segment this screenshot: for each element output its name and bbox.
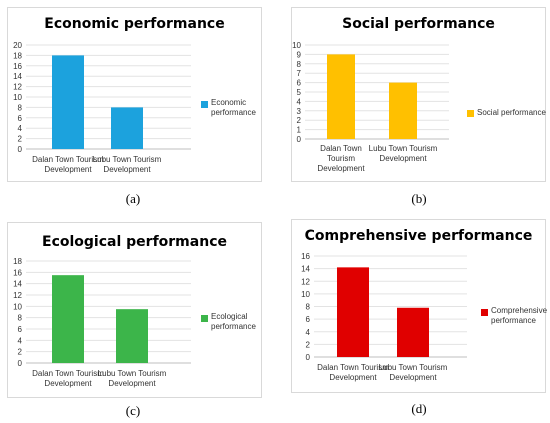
y-tick-label: 14 — [13, 72, 22, 81]
y-tick-label: 8 — [18, 103, 23, 112]
x-category-label: Dalan Town Tourism Development — [317, 363, 389, 382]
y-tick-label: 0 — [18, 359, 23, 368]
y-tick-label: 14 — [301, 265, 310, 274]
y-tick-label: 4 — [18, 124, 23, 133]
bar-social-lubu — [389, 82, 417, 139]
legend-swatch-comprehensive — [481, 309, 488, 316]
y-tick-label: 0 — [18, 145, 23, 154]
y-tick-label: 16 — [13, 268, 22, 277]
legend-label-economic: Economic performance — [211, 98, 256, 117]
y-tick-label: 18 — [13, 51, 22, 60]
y-tick-label: 12 — [13, 291, 22, 300]
legend-swatch-social — [467, 110, 474, 117]
y-tick-label: 18 — [13, 257, 22, 266]
y-tick-label: 2 — [306, 340, 311, 349]
y-tick-label: 3 — [297, 107, 302, 116]
legend-swatch-economic — [201, 101, 208, 108]
bar-comprehensive-dalan — [337, 267, 369, 357]
y-tick-label: 9 — [297, 50, 302, 59]
chart-title-comprehensive: Comprehensive performance — [304, 228, 533, 244]
chart-title-social: Social performance — [342, 16, 495, 32]
chart-frame-economic: Economic performance 0 2 4 6 8 10 12 14 16 18 20 Da… — [7, 7, 262, 182]
y-tick-label: 14 — [13, 280, 22, 289]
y-tick-label: 10 — [13, 93, 22, 102]
legend-label-social: Social performance — [477, 108, 546, 117]
chart-title-ecological: Ecological performance — [42, 234, 227, 250]
y-tick-label: 10 — [13, 302, 22, 311]
y-tick-label: 8 — [18, 314, 23, 323]
y-tick-label: 1 — [297, 126, 302, 135]
bar-economic-dalan — [52, 55, 84, 149]
legend-label-ecological: Ecological performance — [211, 312, 256, 331]
y-tick-label: 20 — [13, 41, 22, 50]
x-category-label: Dalan Town Tourism Development — [32, 155, 104, 174]
y-tick-label: 12 — [301, 277, 310, 286]
x-category-label: Lubu Town Tourism Development — [369, 144, 438, 163]
y-tick-label: 10 — [292, 41, 301, 50]
y-tick-label: 16 — [13, 62, 22, 71]
bar-chart-comprehensive: 0 2 4 6 8 10 12 14 16 Dalan Town Tourism Developme… — [301, 252, 467, 382]
chart-frame-social: Social performance 0 1 2 3 4 5 6 7 8 9 10 Dalan Tow… — [291, 7, 546, 182]
y-tick-label: 12 — [13, 83, 22, 92]
bar-social-dalan — [327, 54, 355, 139]
y-tick-label: 0 — [306, 353, 311, 362]
bar-economic-lubu — [111, 107, 143, 149]
x-category-label: Dalan Town Tourism Development — [317, 144, 365, 173]
y-tick-label: 7 — [297, 69, 302, 78]
y-tick-label: 2 — [297, 116, 302, 125]
y-tick-label: 4 — [297, 97, 302, 106]
y-tick-label: 4 — [306, 328, 311, 337]
y-tick-label: 0 — [297, 135, 302, 144]
panel-label-b: (b) — [411, 191, 427, 206]
legend-label-comprehensive: Comprehensive performance — [491, 306, 548, 325]
bar-ecological-dalan — [52, 275, 84, 363]
x-category-label: Dalan Town Tourism Development — [32, 369, 104, 388]
legend-swatch-ecological — [201, 315, 208, 322]
bar-chart-ecological: 0 2 4 6 8 10 12 14 16 18 Dalan Town Tourism Develop… — [13, 257, 191, 388]
chart-frame-ecological: Ecological performance 0 2 4 6 8 10 12 14 16 18 Da… — [7, 222, 262, 398]
y-tick-label: 8 — [306, 303, 311, 312]
panel-label-c: (c) — [125, 403, 141, 418]
x-category-label: Lubu Town Tourism Development — [379, 363, 448, 382]
panel-label-a: (a) — [125, 191, 141, 206]
y-tick-label: 2 — [18, 348, 23, 357]
y-tick-label: 16 — [301, 252, 310, 261]
x-category-label: Lubu Town Tourism Development — [98, 369, 167, 388]
y-tick-label: 6 — [18, 114, 23, 123]
y-tick-label: 8 — [297, 60, 302, 69]
panel-label-d: (d) — [411, 401, 427, 416]
x-category-label: Lubu Town Tourism Development — [93, 155, 162, 174]
y-tick-label: 6 — [306, 315, 311, 324]
chart-frame-comprehensive: Comprehensive performance 0 2 4 6 8 10 12 14 16 D… — [291, 219, 547, 393]
bar-ecological-lubu — [116, 309, 148, 363]
y-tick-label: 10 — [301, 290, 310, 299]
chart-title-economic: Economic performance — [44, 16, 225, 32]
y-tick-label: 6 — [297, 79, 302, 88]
y-tick-label: 5 — [297, 88, 302, 97]
y-tick-label: 6 — [18, 325, 23, 334]
y-tick-label: 4 — [18, 336, 23, 345]
bar-comprehensive-lubu — [397, 307, 429, 357]
y-tick-label: 2 — [18, 135, 23, 144]
